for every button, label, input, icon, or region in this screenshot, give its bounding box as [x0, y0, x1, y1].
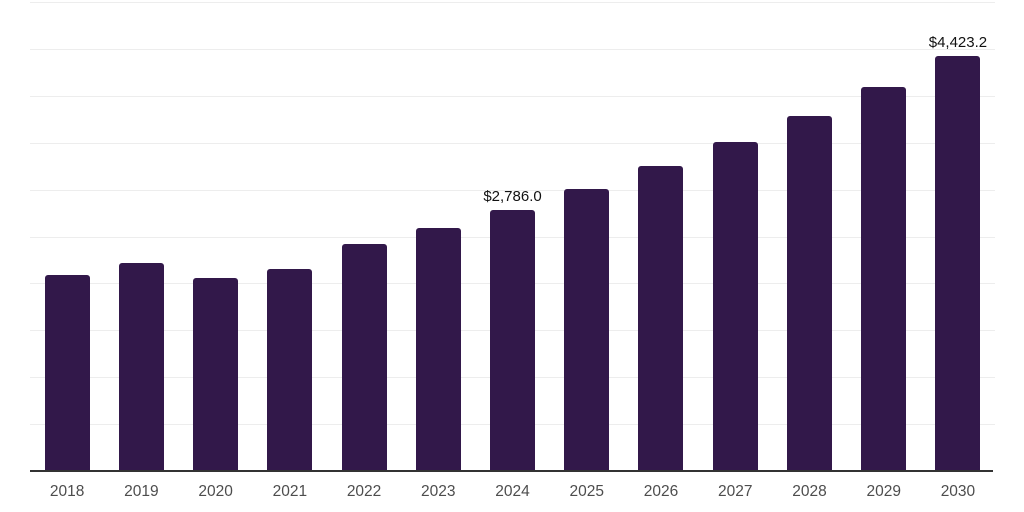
- x-tick-label-2020: 2020: [198, 483, 233, 500]
- bar-2025: [564, 188, 610, 471]
- x-tick-label-2023: 2023: [421, 483, 456, 500]
- bar-slot-2018: [30, 2, 104, 471]
- gridline: [30, 142, 995, 144]
- x-tick-label-2029: 2029: [866, 483, 901, 500]
- bar-2030: [935, 56, 981, 471]
- x-tick-label-2028: 2028: [792, 483, 827, 500]
- bar-slot-2019: [104, 2, 178, 471]
- x-tick-label-2027: 2027: [717, 483, 753, 500]
- bar-slot-2029: [847, 2, 921, 471]
- x-tick-label-2021: 2021: [272, 483, 308, 500]
- bar-slot-2024: $2,786.0: [475, 2, 549, 471]
- bar-slots: $2,786.0 $4,423.2: [30, 2, 995, 471]
- bar-2027: [712, 141, 758, 471]
- gridline: [30, 95, 995, 97]
- bar-slot-2026: [624, 2, 698, 471]
- bar-slot-2028: [772, 2, 846, 471]
- bar-slot-2027: [698, 2, 772, 471]
- bar-slot-2021: [253, 2, 327, 471]
- gridline: [30, 189, 995, 191]
- bar-2023: [415, 228, 461, 471]
- bar-slot-2022: [327, 2, 401, 471]
- x-tick-label-2019: 2019: [124, 483, 159, 500]
- bar-slot-2020: [178, 2, 252, 471]
- bar-2029: [861, 86, 907, 471]
- x-tick-label-2026: 2026: [643, 483, 679, 500]
- x-tick-label-2024: 2024: [495, 483, 530, 500]
- x-tick-label-2030: 2030: [940, 483, 976, 500]
- x-tick-label-2022: 2022: [346, 483, 382, 500]
- bar-slot-2023: [401, 2, 475, 471]
- x-axis-tick-labels: 2018 2019 2020 2021 2022 2023 2024 2025 2026 2027…: [30, 484, 995, 500]
- bar-2022: [341, 244, 387, 471]
- bar-2019: [118, 262, 164, 471]
- x-tick-label-2025: 2025: [569, 483, 604, 500]
- x-axis-line: [30, 470, 993, 472]
- gridline: [30, 2, 995, 3]
- bar-2020: [193, 278, 239, 471]
- bar-value-label-2030: $4,423.2: [928, 34, 988, 52]
- bar-2021: [267, 268, 313, 471]
- bar-2024: [490, 209, 536, 471]
- bar-value-label-2024: $2,786.0: [483, 187, 542, 205]
- plot-area: $2,786.0 $4,423.2: [30, 2, 995, 471]
- bar-slot-2030: $4,423.2: [921, 2, 995, 471]
- bar-2018: [44, 275, 90, 471]
- bar-2026: [638, 166, 684, 471]
- bar-slot-2025: [550, 2, 624, 471]
- gridline: [30, 48, 995, 50]
- bar-2028: [786, 115, 832, 471]
- x-tick-label-2018: 2018: [49, 483, 85, 500]
